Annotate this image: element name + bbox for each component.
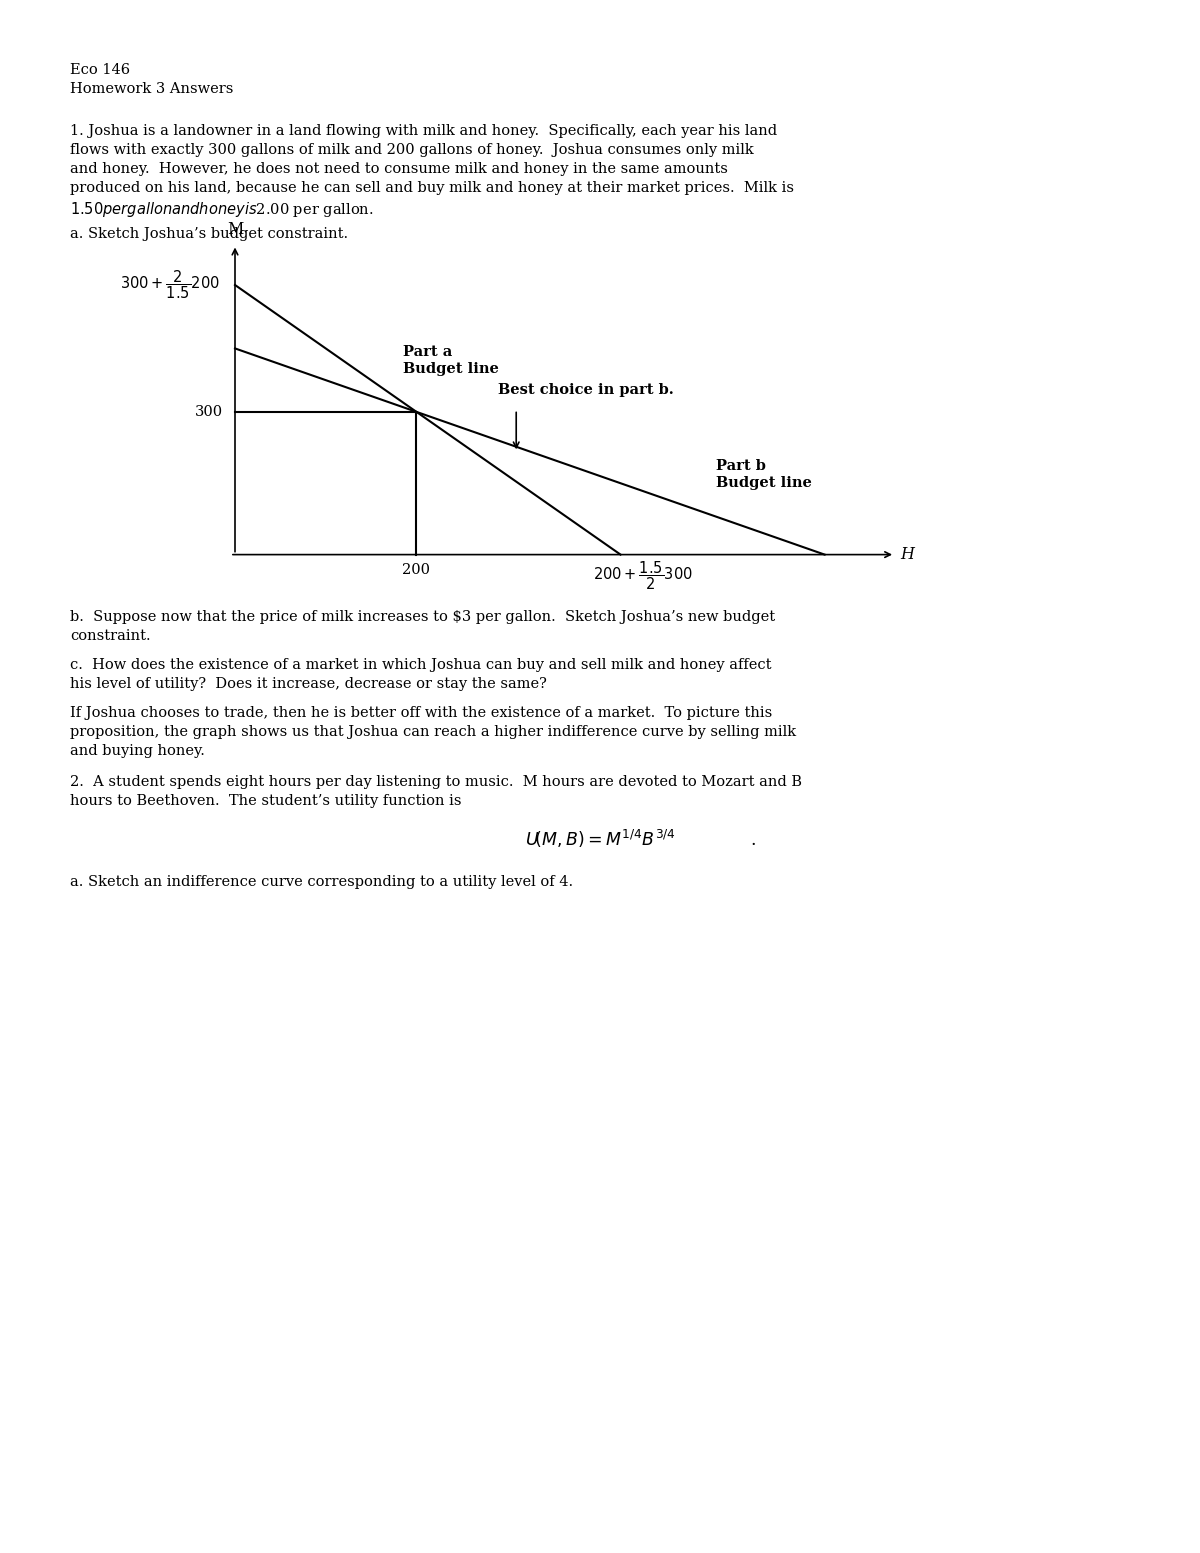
Text: produced on his land, because he can sell and buy milk and honey at their market: produced on his land, because he can sel… [70, 180, 794, 194]
Text: $U\!\left(M,B\right)=M^{1/4}B^{3/4}$: $U\!\left(M,B\right)=M^{1/4}B^{3/4}$ [524, 828, 676, 849]
Text: H: H [900, 547, 914, 564]
Text: constraint.: constraint. [70, 629, 151, 643]
Text: c.  How does the existence of a market in which Joshua can buy and sell milk and: c. How does the existence of a market in… [70, 657, 772, 671]
Text: .: . [750, 832, 756, 849]
Text: 2.  A student spends eight hours per day listening to music.  M hours are devote: 2. A student spends eight hours per day … [70, 775, 802, 789]
Text: $300 + \dfrac{2}{1.5}200$: $300 + \dfrac{2}{1.5}200$ [120, 269, 220, 301]
Text: Part a: Part a [403, 345, 452, 359]
Text: Budget line: Budget line [403, 362, 499, 376]
Text: a. Sketch an indifference curve corresponding to a utility level of 4.: a. Sketch an indifference curve correspo… [70, 876, 574, 890]
Text: his level of utility?  Does it increase, decrease or stay the same?: his level of utility? Does it increase, … [70, 677, 547, 691]
Text: M: M [227, 221, 244, 238]
Text: Eco 146: Eco 146 [70, 64, 130, 78]
Text: Part b: Part b [715, 460, 766, 474]
Text: a. Sketch Joshua’s budget constraint.: a. Sketch Joshua’s budget constraint. [70, 227, 348, 241]
Text: hours to Beethoven.  The student’s utility function is: hours to Beethoven. The student’s utilit… [70, 794, 462, 808]
Text: Best choice in part b.: Best choice in part b. [498, 384, 674, 398]
Text: $200 + \dfrac{1.5}{2}300$: $200 + \dfrac{1.5}{2}300$ [593, 559, 694, 592]
Text: Budget line: Budget line [715, 477, 811, 491]
Text: proposition, the graph shows us that Joshua can reach a higher indifference curv: proposition, the graph shows us that Jos… [70, 725, 796, 739]
Text: flows with exactly 300 gallons of milk and 200 gallons of honey.  Joshua consume: flows with exactly 300 gallons of milk a… [70, 143, 754, 157]
Text: 1. Joshua is a landowner in a land flowing with milk and honey.  Specifically, e: 1. Joshua is a landowner in a land flowi… [70, 124, 778, 138]
Text: and buying honey.: and buying honey. [70, 744, 205, 758]
Text: b.  Suppose now that the price of milk increases to $3 per gallon.  Sketch Joshu: b. Suppose now that the price of milk in… [70, 610, 775, 624]
Text: Homework 3 Answers: Homework 3 Answers [70, 82, 233, 96]
Text: If Joshua chooses to trade, then he is better off with the existence of a market: If Joshua chooses to trade, then he is b… [70, 705, 773, 719]
Text: $1.50 per gallon and honey is $2.00 per gallon.: $1.50 per gallon and honey is $2.00 per … [70, 200, 373, 219]
Text: and honey.  However, he does not need to consume milk and honey in the same amou: and honey. However, he does not need to … [70, 162, 728, 175]
Text: 300: 300 [194, 405, 223, 419]
Text: 200: 200 [402, 562, 431, 576]
